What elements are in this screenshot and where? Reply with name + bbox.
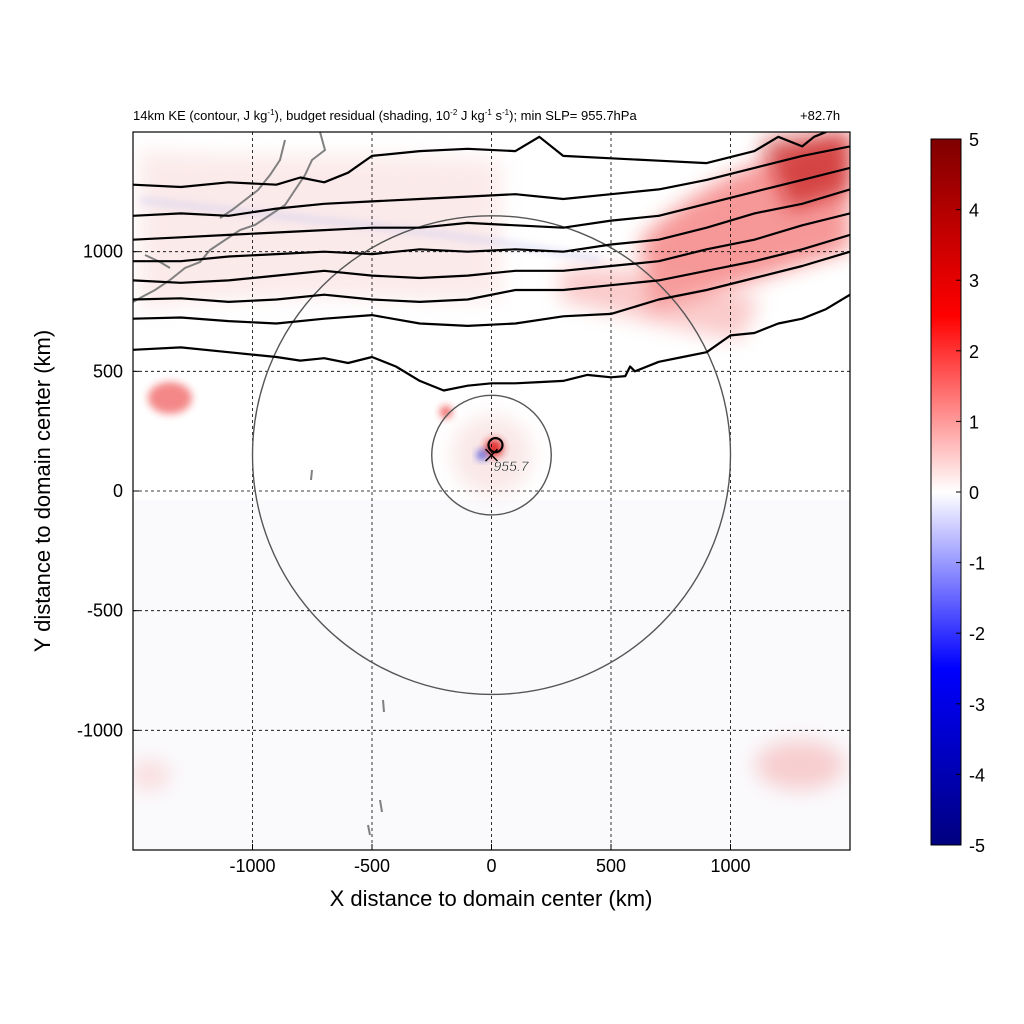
x-axis-label: X distance to domain center (km): [330, 886, 653, 911]
colorbar-tick-label: -3: [969, 695, 985, 715]
colorbar-tick-label: -2: [969, 624, 985, 644]
y-tick-label: -1000: [77, 720, 123, 740]
range-ring: [431, 394, 552, 516]
chart-title: 14km KE (contour, J kg-1), budget residu…: [133, 108, 637, 123]
storm-core-red: [485, 439, 503, 457]
ke-contour: [133, 250, 850, 327]
colorbar-ticks: 5 4 3 2 1 0 -1 -2 -3 -4 -5: [956, 130, 985, 856]
title-sup-1: -1: [267, 108, 275, 117]
title-text-3: J kg: [457, 108, 485, 123]
ke-contours: [133, 132, 850, 454]
title-text-5: ); min SLP= 955.7hPa: [509, 108, 637, 123]
x-tick-label: -500: [354, 856, 390, 876]
island-dot-2: [382, 699, 385, 713]
storm-center-label: 955.7: [494, 458, 530, 474]
blue-streak: [139, 197, 601, 263]
range-ring: [251, 215, 732, 696]
ke-contour: [133, 145, 850, 217]
coastline-inner: [219, 139, 286, 219]
southeast-pink-region: [755, 740, 845, 790]
small-red-blob: [440, 406, 452, 418]
forecast-time: +82.7h: [800, 108, 841, 123]
y-tick-label: 0: [113, 481, 123, 501]
colorbar-tick-label: -4: [969, 765, 985, 785]
title-sup-3: -1: [484, 108, 492, 117]
title-text-1: 14km KE (contour, J kg: [133, 108, 268, 123]
western-red-blob: [148, 382, 192, 414]
title-text-2: ), budget residual (shading, 10: [274, 108, 451, 123]
colorbar-tick-label: 0: [969, 483, 979, 503]
southwest-pink-region: [133, 760, 170, 790]
ke-contour: [133, 132, 827, 189]
colorbar-tick-label: 1: [969, 412, 979, 432]
ke-contour: [133, 293, 850, 392]
island-dot-1: [310, 469, 313, 481]
x-tick-label: 1000: [710, 856, 750, 876]
title-sup-4: -1: [502, 108, 510, 117]
colorbar-tick-label: -1: [969, 554, 985, 574]
axis-ticks: -1000 -500 0 500 1000 -1000 -500 0 500 1000: [77, 242, 751, 876]
title-text-4: s: [491, 108, 502, 123]
storm-center: 955.7: [484, 448, 530, 474]
storm-marker-stroke-2: [484, 448, 499, 462]
colorbar-tick-label: 2: [969, 342, 979, 362]
ke-contour: [133, 212, 850, 284]
x-tick-label: 0: [486, 856, 496, 876]
x-tick-label: -1000: [229, 856, 275, 876]
colorbar-tick-label: -5: [969, 836, 985, 856]
ke-contour: [133, 233, 850, 303]
coastline-main: [133, 132, 327, 303]
y-axis-label: Y distance to domain center (km): [30, 330, 55, 652]
range-rings: [251, 215, 732, 696]
ke-contour: [133, 188, 850, 263]
colorbar-tick-label: 3: [969, 271, 979, 291]
colorbar-tick-label: 4: [969, 201, 979, 221]
island-dot-3: [379, 799, 383, 813]
storm-core-blue: [477, 450, 487, 460]
colorbar-tick-label: 5: [969, 130, 979, 150]
island-dot-4: [367, 824, 371, 836]
y-tick-label: 1000: [83, 242, 123, 262]
coastline: [133, 132, 385, 836]
title-sup-2: -2: [450, 108, 458, 117]
x-tick-label: 500: [596, 856, 626, 876]
y-tick-label: 500: [93, 361, 123, 381]
ke-contour: [133, 166, 850, 241]
y-tick-label: -500: [87, 601, 123, 621]
